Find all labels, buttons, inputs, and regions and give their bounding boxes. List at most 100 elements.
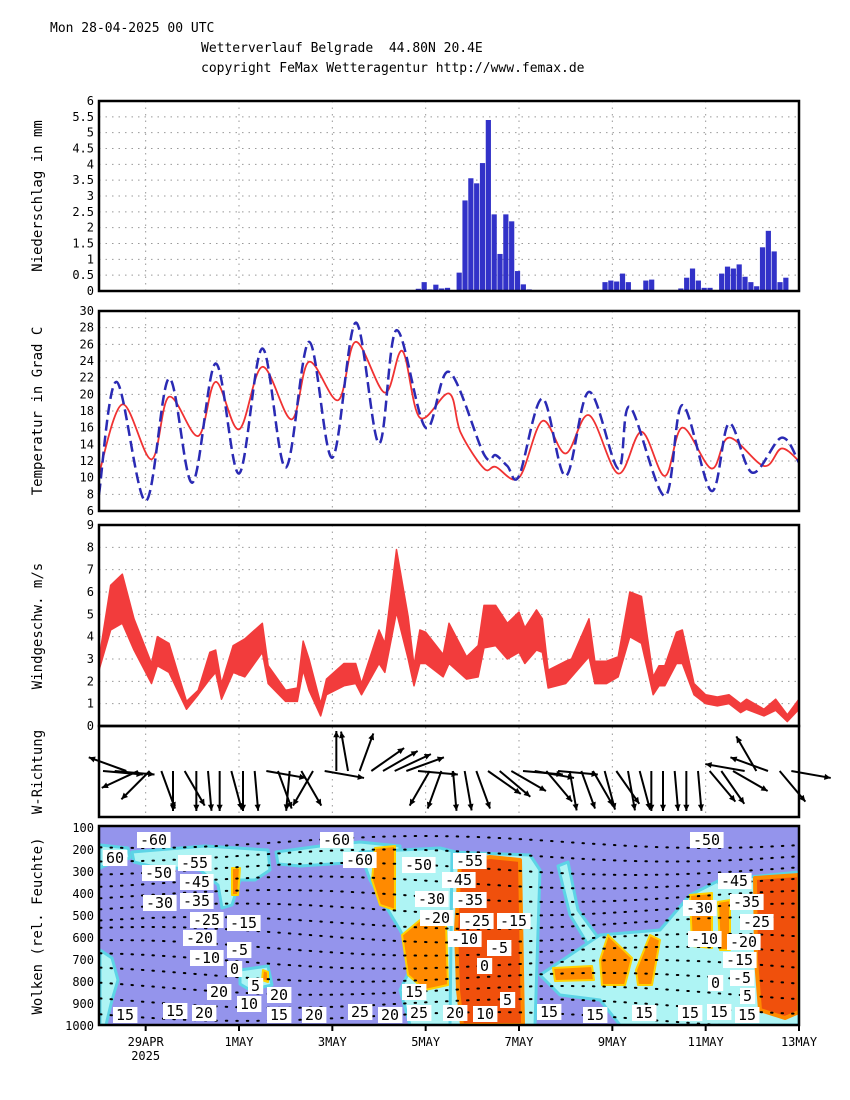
isotherm-line — [99, 966, 799, 985]
y-tick-label: 26 — [80, 337, 94, 351]
wind-arrow — [659, 771, 667, 811]
contour-label: -55 — [178, 854, 212, 872]
wind-arrow-shaft — [615, 770, 641, 805]
wind-arrow-shaft — [475, 770, 491, 809]
wind-arrow-shaft — [340, 731, 349, 772]
wind-arrow-head — [633, 796, 640, 804]
precip-bar — [474, 183, 480, 291]
contour-label-box — [302, 1007, 327, 1023]
contour-label-text: -50 — [145, 864, 172, 882]
contour-label-box — [500, 992, 516, 1008]
precip-bar — [649, 279, 655, 291]
y-tick-label: 5 — [87, 607, 94, 621]
contour-label-box — [453, 853, 487, 869]
wind-arrow-head — [565, 794, 573, 802]
y-tick-label: 30 — [80, 304, 94, 318]
wind-arrow-shaft — [102, 770, 143, 776]
y-tick-label: 7 — [87, 563, 94, 577]
precip-bar — [479, 163, 486, 291]
precip-bar — [608, 280, 614, 291]
wind-arrow-head — [697, 804, 704, 811]
contour-label-text: 15 — [586, 1006, 604, 1024]
y-tick-label: 800 — [72, 975, 94, 989]
wind-arrow — [230, 770, 243, 810]
contour-label-text: -10 — [451, 930, 478, 948]
wind-arrow — [324, 770, 365, 780]
contour-label: -60 — [320, 831, 354, 849]
wind-arrow-head — [207, 804, 214, 811]
wind-arrow-head — [293, 798, 299, 806]
wind-arrow-shaft — [697, 770, 703, 811]
wind-arrow-shaft — [534, 770, 575, 779]
contour-label: -30 — [683, 899, 717, 917]
y-tick-label: 600 — [72, 931, 94, 945]
contour-label-text: 15 — [116, 1006, 134, 1024]
precip-bar — [783, 277, 789, 291]
isotherm-line — [99, 939, 799, 957]
contour-label-box — [735, 1007, 760, 1023]
contour-label-text: -60 — [140, 831, 167, 849]
contour-label: 15 — [402, 983, 427, 1001]
wind-arrow — [283, 770, 291, 811]
contour-label-box — [348, 1004, 373, 1020]
contour-label-box — [143, 895, 177, 911]
contour-label: -20 — [420, 909, 454, 927]
contour-label: -50 — [402, 856, 436, 874]
wind-arrow-shaft — [592, 770, 614, 807]
wind-arrow-head — [674, 804, 681, 811]
contour-label-text: -50 — [693, 831, 720, 849]
wind-arrow-head — [436, 756, 444, 763]
y-tick-label: 12 — [80, 454, 94, 468]
contour-label-text: -30 — [418, 890, 445, 908]
contour-label: -10 — [688, 930, 722, 948]
contour-label-box — [227, 942, 252, 958]
wind-arrow-head — [283, 804, 290, 811]
contour-label-box — [267, 987, 292, 1003]
wind-direction-arrows — [88, 731, 831, 811]
wind-arrow-shaft — [720, 770, 746, 805]
wind-arrow-head — [659, 804, 667, 811]
y-tick-label: 22 — [80, 371, 94, 385]
contour-label-text: -25 — [193, 911, 220, 929]
wind-arrow — [627, 770, 637, 811]
temperature-lines — [97, 321, 801, 503]
contour-label-text: -5 — [490, 939, 508, 957]
precip-bar — [759, 247, 766, 291]
wind-arrow-shaft — [230, 770, 243, 810]
wind-arrow-head — [730, 756, 738, 763]
contour-label-text: -35 — [183, 892, 210, 910]
wind-arrow-head — [423, 753, 431, 760]
contour-label: 0 — [477, 957, 493, 975]
contour-label-text: 0 — [480, 957, 489, 975]
contour-label: -5 — [730, 969, 755, 987]
contour-label: 0 — [227, 960, 243, 978]
contour-label-box — [727, 934, 761, 950]
wind-speed-band-area — [98, 548, 800, 723]
contour-label-text: 20 — [446, 1004, 464, 1022]
wind-arrow-shaft — [417, 770, 458, 776]
wind-arrow-shaft — [778, 770, 807, 803]
contour-label-box — [190, 912, 224, 928]
x-tick-label: 3MAY — [318, 1035, 348, 1049]
contour-label: 20 — [192, 1004, 217, 1022]
contour-label-box — [473, 1006, 498, 1022]
contour-label-text: 20 — [270, 986, 288, 1004]
contour-label-box — [460, 913, 494, 929]
contour-label-text: -30 — [146, 894, 173, 912]
contour-label: 15 — [267, 1006, 292, 1024]
contour-label-text: -60 — [323, 831, 350, 849]
wind-dir-ylabel: W-Richtung — [30, 730, 46, 814]
precip-bar — [777, 282, 783, 291]
wind-arrow — [638, 770, 652, 810]
contour-labels: 60-60-50-55-45-35-30-25-20-15-10 -5051015… — [103, 831, 774, 1024]
precip-bar — [602, 282, 608, 291]
contour-label-box — [718, 873, 752, 889]
contour-label-text: -5 — [733, 969, 751, 987]
contour-label-text: -35 — [456, 891, 483, 909]
precip-bar — [468, 178, 474, 291]
wind-arrow-head — [538, 785, 546, 791]
y-tick-label: 2 — [87, 674, 94, 688]
wind-arrow-head — [738, 796, 745, 804]
contour-label-box — [137, 832, 171, 848]
